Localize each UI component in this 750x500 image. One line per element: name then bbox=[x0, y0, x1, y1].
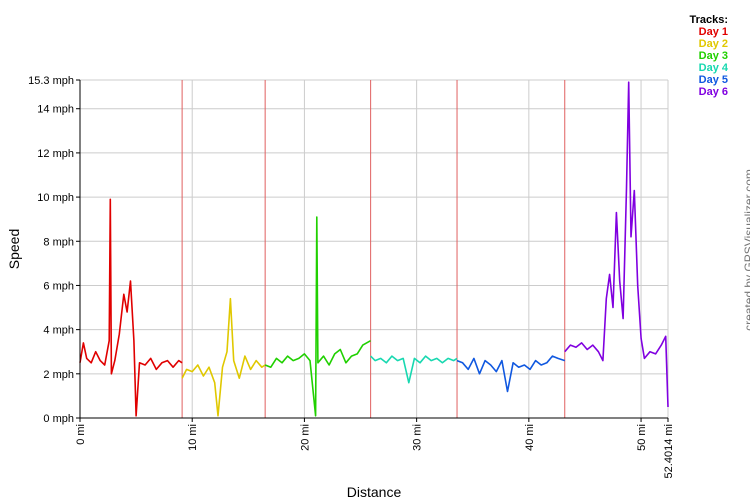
y-tick-label: 12 mph bbox=[37, 148, 74, 160]
legend: Tracks: Day 1 Day 2 Day 3 Day 4 Day 5 Day 6 bbox=[668, 14, 728, 98]
series-line-day-2 bbox=[181, 297, 266, 417]
x-tick-label: 10 mi bbox=[187, 424, 199, 451]
x-tick-label: 0 mi bbox=[75, 424, 87, 445]
y-tick-label: 6 mph bbox=[43, 280, 74, 292]
legend-item-day-2: Day 2 bbox=[698, 38, 728, 50]
track-boundaries bbox=[181, 80, 566, 418]
x-tick-label: 50 mi bbox=[636, 424, 648, 451]
x-tick-label: 40 mi bbox=[524, 424, 536, 451]
y-tick-label: 2 mph bbox=[43, 369, 74, 381]
y-tick-label: 15.3 mph bbox=[28, 75, 74, 87]
legend-item-day-3: Day 3 bbox=[698, 50, 728, 62]
legend-item-day-5: Day 5 bbox=[698, 74, 728, 86]
legend-item-day-6: Day 6 bbox=[698, 86, 728, 98]
y-tick-label: 10 mph bbox=[37, 192, 74, 204]
series-line-day-4 bbox=[370, 355, 458, 384]
x-tick-label: 52.4014 mi bbox=[663, 424, 675, 478]
y-tick-label: 4 mph bbox=[43, 325, 74, 337]
x-tick-label: 30 mi bbox=[412, 424, 424, 451]
series-line-day-1 bbox=[79, 198, 183, 417]
grid-lines bbox=[79, 79, 669, 419]
x-axis-title: Distance bbox=[347, 484, 402, 500]
series-lines bbox=[79, 81, 669, 417]
series-line-day-6 bbox=[564, 81, 669, 408]
series-line-day-3 bbox=[264, 216, 371, 417]
y-tick-label: 8 mph bbox=[43, 236, 74, 248]
legend-title: Tracks: bbox=[689, 14, 728, 26]
series-line-day-5 bbox=[456, 355, 566, 393]
legend-items: Day 1 Day 2 Day 3 Day 4 Day 5 Day 6 bbox=[668, 26, 728, 98]
y-tick-label: 0 mph bbox=[43, 413, 74, 425]
y-axis-title: Speed bbox=[6, 229, 22, 269]
axes bbox=[76, 79, 669, 422]
credit-text: created by GPSVisualizer.com bbox=[742, 169, 750, 331]
legend-item-day-4: Day 4 bbox=[698, 62, 728, 74]
legend-item-day-1: Day 1 bbox=[698, 26, 728, 38]
x-tick-label: 20 mi bbox=[299, 424, 311, 451]
tick-labels: 0 mph 2 mph 4 mph 6 mph 8 mph 10 mph 12 mph 14 … bbox=[28, 75, 675, 478]
y-tick-label: 14 mph bbox=[37, 104, 74, 116]
